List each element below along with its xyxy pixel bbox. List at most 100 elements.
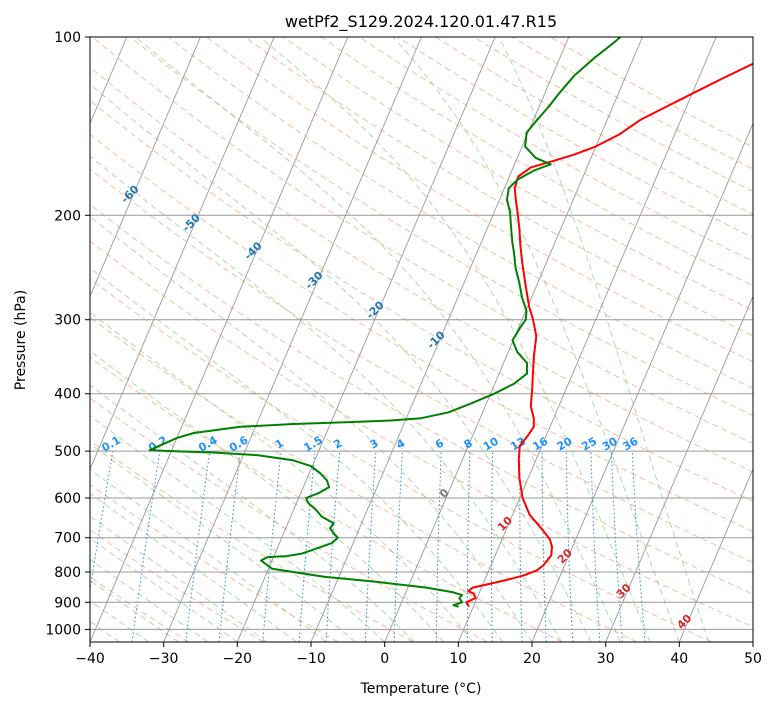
- isotherm-line: [605, 295, 753, 642]
- dry-adiabat-line: [90, 240, 753, 628]
- isotherm-label: 40: [674, 611, 694, 631]
- x-tick-label: 20: [523, 651, 541, 667]
- isotherm-label: -70: [57, 153, 80, 176]
- moist-adiabat-line: [90, 468, 327, 642]
- series-lines: [148, 37, 753, 608]
- dry-adiabat-line: [90, 278, 712, 642]
- mixing-ratio-line: [262, 451, 282, 642]
- isotherm-label: -40: [242, 239, 265, 262]
- x-tick-label: −10: [296, 651, 326, 667]
- x-axis-label: Temperature (°C): [360, 681, 482, 697]
- x-tick-label: 30: [597, 651, 615, 667]
- dry-adiabat-line: [282, 37, 753, 312]
- y-tick-label: 100: [54, 30, 81, 46]
- dry-adiabat-line: [206, 37, 753, 363]
- isotherm-line: [90, 37, 275, 471]
- y-tick-label: 800: [54, 565, 81, 581]
- mixing-ratio-label: 4: [394, 436, 407, 451]
- series-line: [465, 62, 753, 608]
- x-tick-label: 0: [380, 651, 389, 667]
- isotherm-label: 20: [555, 546, 575, 566]
- moist-adiabat-line: [90, 537, 238, 642]
- isotherm-label: -60: [118, 182, 141, 205]
- mixing-ratio-line: [298, 451, 316, 642]
- y-tick-label: 300: [54, 313, 81, 329]
- dry-adiabat-line: [90, 356, 563, 642]
- isotherm-line: [752, 640, 753, 642]
- isotherm-line: [678, 467, 753, 642]
- mixing-ratio-label: 1: [273, 437, 286, 452]
- isotherm-line: [236, 37, 496, 642]
- isobars: [90, 37, 753, 630]
- x-tick-label: 50: [744, 651, 762, 667]
- moist-adiabat-line: [90, 311, 474, 642]
- moist-adiabats: [90, 37, 710, 642]
- moist-adiabat-line: [259, 37, 651, 642]
- isotherm-label: -10: [425, 328, 448, 351]
- isotherm-label: 30: [614, 581, 634, 601]
- isotherm-line: [90, 37, 349, 642]
- isotherm-label: -20: [364, 298, 387, 321]
- dry-adiabat-line: [90, 440, 414, 642]
- moist-adiabat-line: [90, 384, 415, 642]
- x-tick-label: −30: [149, 651, 179, 667]
- x-tick-label: 40: [670, 651, 688, 667]
- x-tick-label: −20: [223, 651, 253, 667]
- series-line: [148, 37, 622, 608]
- mixing-ratio-line: [364, 451, 377, 642]
- moist-adiabat-line: [392, 37, 680, 642]
- dry-adiabat-line: [90, 203, 753, 595]
- isotherm-label: -50: [180, 211, 203, 234]
- y-tick-label: 400: [54, 387, 81, 403]
- mixing-ratio-line: [435, 451, 442, 642]
- moist-adiabat-line: [90, 215, 533, 642]
- mixing-ratio-label: 2: [331, 437, 344, 452]
- y-tick-label: 700: [54, 531, 81, 547]
- moist-adiabat-line: [90, 492, 297, 642]
- dry-adiabat-line: [90, 99, 753, 502]
- x-tick-label: 10: [449, 651, 467, 667]
- dry-adiabat-line: [90, 316, 638, 642]
- isotherm-line: [90, 37, 201, 298]
- moist-adiabat-line: [90, 558, 209, 642]
- dry-adiabat-line: [130, 37, 753, 417]
- dry-adiabat-line: [244, 37, 753, 337]
- dry-adiabat-line: [549, 37, 753, 148]
- moist-adiabat-line: [90, 415, 386, 642]
- chart-title: wetPf2_S129.2024.120.01.47.R15: [285, 12, 557, 32]
- y-axis-ticks: 100 200 300 400 500 600 700 800 900 1000: [45, 30, 90, 638]
- mixing-ratio-label: 3: [368, 437, 381, 452]
- x-axis-ticks: −40 −30 −20 −10 0 10 20 30 40 50: [75, 642, 762, 667]
- y-tick-label: 600: [54, 491, 81, 507]
- dry-adiabat-line: [168, 37, 753, 389]
- mixing-ratio-line: [466, 451, 471, 642]
- moist-adiabat-line: [90, 350, 444, 642]
- moist-adiabat-line: [498, 37, 710, 642]
- mixing-ratio-line: [565, 451, 574, 642]
- mixing-ratio-line: [218, 451, 241, 642]
- mixing-ratio-line: [590, 451, 601, 642]
- mixing-ratio-line: [185, 451, 211, 642]
- dry-adiabat-line: [90, 483, 339, 642]
- y-tick-label: 500: [54, 444, 81, 460]
- moist-adiabat-line: [90, 443, 356, 642]
- mixing-ratio-line: [90, 451, 114, 593]
- dry-adiabat-line: [90, 397, 488, 642]
- isotherm-line: [531, 122, 753, 642]
- dry-adiabat-line: [435, 37, 753, 215]
- isotherm-label: 0: [437, 486, 452, 501]
- plot-frame: [89, 36, 754, 643]
- moist-adiabat-line: [90, 155, 562, 642]
- moist-adiabat-line: [90, 579, 179, 642]
- dry-adiabats: [90, 37, 753, 642]
- isotherm-line: [163, 37, 422, 642]
- moist-adiabat-line: [135, 37, 621, 642]
- y-tick-label: 1000: [45, 622, 81, 638]
- mixing-ratio-line: [491, 451, 494, 642]
- y-axis-label: Pressure (hPa): [13, 290, 29, 390]
- isotherm-label: -30: [303, 268, 326, 291]
- isotherm-line: [457, 37, 717, 642]
- moist-adiabat-line: [90, 515, 268, 642]
- dry-adiabat-line: [90, 133, 753, 533]
